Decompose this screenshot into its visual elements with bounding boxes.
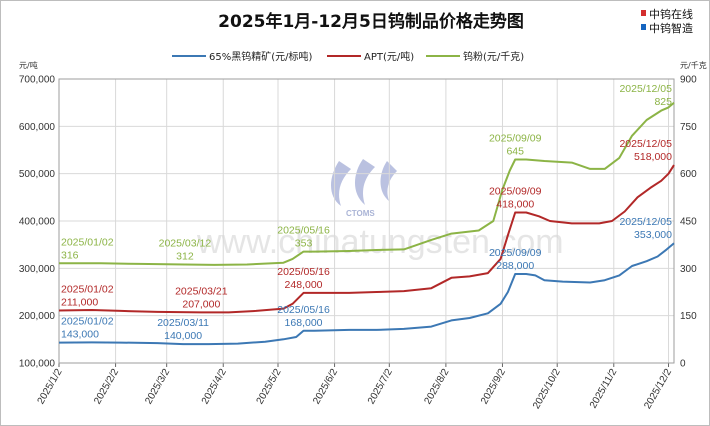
watermark-logo-text: CTOMS xyxy=(346,209,375,218)
legend-label-powder: 钨粉(元/千克) xyxy=(463,50,524,63)
annotation-label: 353 xyxy=(295,238,313,250)
tungsten-powder-price-line xyxy=(59,101,675,266)
x-tick-label: 2025/10/2 xyxy=(531,367,563,411)
y-right-tick-label: 0 xyxy=(680,359,686,370)
annotations: 2025/01/023162025/01/02211,0002025/01/02… xyxy=(61,83,672,342)
annotation-label: 2025/05/16 xyxy=(277,266,330,278)
annotation-label: 2025/12/05 xyxy=(619,216,672,228)
grid xyxy=(58,78,674,364)
y-right-tick-label: 150 xyxy=(680,311,697,322)
annotation-label: 248,000 xyxy=(285,279,323,291)
legend-label-apt: APT(元/吨) xyxy=(364,50,414,63)
annotation-label: 518,000 xyxy=(634,151,672,163)
annotation-label: 207,000 xyxy=(182,298,220,310)
y-left-tick-label: 700,000 xyxy=(19,75,56,86)
y-left-tick-label: 400,000 xyxy=(19,217,56,228)
annotation-label: 2025/03/11 xyxy=(157,317,209,329)
right-axis-unit: 元/千克 xyxy=(680,60,707,70)
x-tick-label: 2025/5/2 xyxy=(255,367,284,407)
annotation-label: 353,000 xyxy=(634,229,672,241)
x-tick-label: 2025/2/2 xyxy=(92,367,121,407)
y-left-tick-label: 300,000 xyxy=(19,264,56,275)
annotation-label: 2025/01/02 xyxy=(61,236,114,248)
legend-label-concentrate: 65%黑钨精矿(元/标吨) xyxy=(209,50,312,63)
x-tick-label: 2025/3/2 xyxy=(143,367,172,407)
concentrate-price-line xyxy=(58,242,675,346)
x-tick-label: 2025/1/2 xyxy=(36,367,65,407)
annotation-label: 645 xyxy=(506,145,524,157)
annotation-label: 2025/01/02 xyxy=(61,316,114,328)
ctoms-logo-icon xyxy=(331,159,397,206)
y-left-tick-label: 200,000 xyxy=(19,311,56,322)
annotation-label: 2025/05/16 xyxy=(277,304,330,316)
brand-line-1: 中钨在线 xyxy=(649,7,693,21)
x-tick-label: 2025/11/2 xyxy=(588,367,620,411)
y-left-tick-label: 600,000 xyxy=(19,122,56,133)
brand-mark-icon xyxy=(641,10,646,16)
brand-line-2: 中钨智造 xyxy=(649,21,693,35)
annotation-label: 2025/09/09 xyxy=(489,185,542,197)
annotation-label: 825 xyxy=(654,96,672,108)
x-tick-label: 2025/8/2 xyxy=(422,367,451,407)
y-left-tick-label: 100,000 xyxy=(19,359,56,370)
brand-mark-icon xyxy=(641,24,646,30)
left-axis-unit: 元/吨 xyxy=(19,60,38,70)
brand-block: 中钨在线 中钨智造 xyxy=(641,7,693,35)
annotation-label: 211,000 xyxy=(61,296,98,308)
annotation-label: 168,000 xyxy=(285,317,323,329)
annotation-label: 2025/05/16 xyxy=(277,225,330,237)
x-tick-label: 2025/12/2 xyxy=(642,367,674,411)
legend: 65%黑钨精矿(元/标吨) APT(元/吨) 钨粉(元/千克) xyxy=(172,50,524,63)
x-tick-label: 2025/7/2 xyxy=(366,367,395,407)
series-lines xyxy=(58,101,675,346)
annotation-label: 312 xyxy=(176,251,194,263)
y-right-tick-label: 600 xyxy=(680,169,697,180)
annotation-label: 418,000 xyxy=(496,198,534,210)
annotation-label: 2025/12/05 xyxy=(619,83,672,95)
annotation-label: 140,000 xyxy=(164,330,202,342)
x-tick-label: 2025/6/2 xyxy=(311,367,340,407)
annotation-label: 2025/01/02 xyxy=(61,283,114,295)
y-left-tick-label: 500,000 xyxy=(19,169,56,180)
x-tick-label: 2025/4/2 xyxy=(200,367,229,407)
annotation-label: 288,000 xyxy=(496,260,534,272)
annotation-label: 2025/03/21 xyxy=(175,285,228,297)
apt-price-line xyxy=(58,164,675,314)
chart-title: 2025年1月-12月5日钨制品价格走势图 xyxy=(218,11,524,32)
x-tick-label: 2025/9/2 xyxy=(479,367,508,407)
y-right-tick-label: 900 xyxy=(680,75,697,86)
y-right-tick-label: 750 xyxy=(680,122,697,133)
annotation-label: 2025/09/09 xyxy=(489,247,542,259)
annotation-label: 143,000 xyxy=(61,329,99,341)
annotation-label: 2025/12/05 xyxy=(619,138,672,150)
y-right-tick-label: 450 xyxy=(680,217,697,228)
y-right-tick-label: 300 xyxy=(680,264,697,275)
annotation-label: 2025/03/12 xyxy=(159,238,212,250)
annotation-label: 316 xyxy=(61,249,79,261)
annotation-label: 2025/09/09 xyxy=(489,132,542,144)
plot-area-border xyxy=(58,78,675,364)
